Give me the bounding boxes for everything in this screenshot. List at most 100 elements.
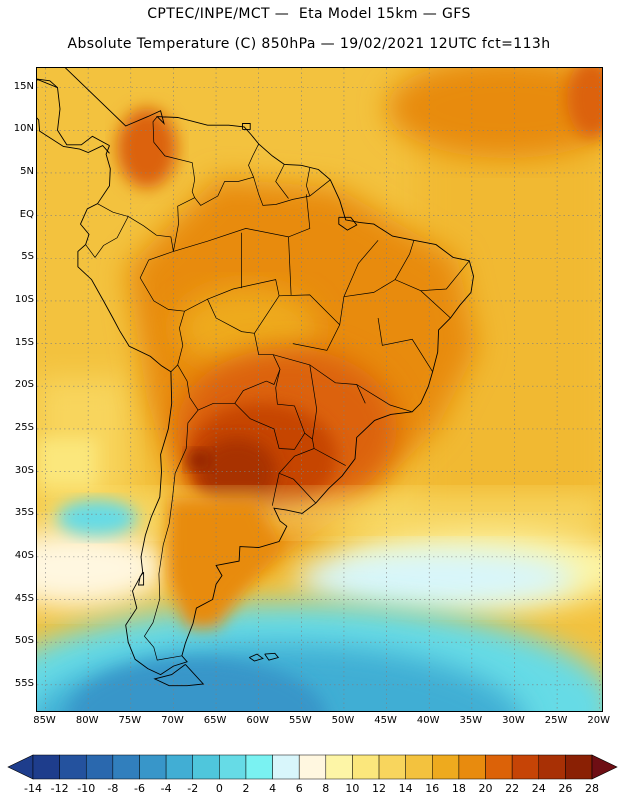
country-state-border	[356, 384, 413, 413]
lat-tick-label: 45S	[14, 592, 34, 604]
colorbar-swatch	[458, 754, 486, 780]
coastlines	[37, 68, 474, 687]
colorbar-swatch	[378, 754, 406, 780]
tierra-del-fuego	[153, 664, 205, 687]
country-state-border	[288, 236, 292, 295]
map-title-line1: CPTEC/INPE/MCT — Eta Model 15km — GFS	[147, 6, 471, 22]
country-state-border	[271, 473, 280, 506]
country-state-border	[143, 364, 199, 661]
south-america-coast	[37, 68, 474, 676]
colorbar-swatch	[485, 754, 513, 780]
colorbar-arrow-left	[7, 754, 34, 780]
colorbar-label: 18	[451, 782, 466, 795]
colorbar-label: 14	[398, 782, 413, 795]
country-state-border	[97, 203, 174, 252]
colorbar-label: 24	[531, 782, 546, 795]
lat-tick-label: 10N	[13, 123, 34, 135]
colorbar-label: 4	[269, 782, 277, 795]
lat-lon-grid	[37, 68, 602, 711]
country-state-border	[170, 311, 185, 372]
colorbar-swatch	[325, 754, 353, 780]
colorbar-label: 8	[322, 782, 330, 795]
colorbar-label: 12	[372, 782, 387, 795]
lon-tick-label: 65W	[203, 715, 227, 726]
country-state-border	[377, 317, 433, 372]
colorbar-swatch	[538, 754, 566, 780]
marajo	[338, 216, 358, 231]
field-pacific-cold-tongue	[57, 500, 137, 536]
colorbar-swatch	[272, 754, 300, 780]
lon-tick-label: 25W	[544, 715, 568, 726]
colorbar-swatch	[565, 754, 593, 780]
lon-tick-label: 85W	[33, 715, 56, 726]
map-title-line2: Absolute Temperature (C) 850hPa — 19/02/…	[67, 36, 551, 52]
country-state-border	[420, 260, 470, 292]
lat-tick-label: 30S	[14, 464, 34, 476]
colorbar-swatch	[219, 754, 247, 780]
colorbar-swatch	[298, 754, 327, 780]
colorbar-label: 22	[505, 782, 520, 795]
temperature-field	[37, 68, 602, 711]
colorbar-label: 2	[242, 782, 250, 795]
colorbar-label: -6	[133, 782, 145, 795]
central-america-north	[37, 78, 58, 88]
country-state-border	[273, 354, 366, 404]
malvinas-west	[249, 653, 264, 662]
lon-tick-label: 70W	[161, 715, 184, 726]
field-pacific-cooler	[37, 438, 97, 488]
colorbar-swatch	[352, 754, 380, 780]
colorbar-label: 10	[345, 782, 360, 795]
country-state-border	[207, 279, 280, 300]
country-state-border	[234, 403, 305, 450]
country-state-border	[275, 164, 289, 199]
colorbar-arrow-right	[591, 754, 618, 780]
colorbar-swatch	[511, 754, 540, 780]
lon-tick-label: 35W	[459, 715, 483, 726]
country-state-border	[309, 364, 318, 440]
lon-tick-label: 55W	[289, 715, 312, 726]
colorbar-swatch	[32, 754, 60, 780]
colorbar-label: 6	[295, 782, 303, 795]
colorbar-swatch	[85, 754, 114, 780]
field-se-cool	[297, 548, 577, 608]
colorbar-label: -10	[77, 782, 96, 795]
lon-tick-label: 60W	[246, 715, 269, 726]
field-patagonia-warm	[167, 498, 282, 628]
field-core-hotter	[197, 438, 277, 508]
colorbar-swatch	[432, 754, 460, 780]
field-andes-north	[117, 108, 177, 188]
lat-tick-label: 35S	[14, 507, 34, 519]
colorbar-label: -12	[50, 782, 69, 795]
pacific-central-america	[37, 117, 110, 154]
lat-tick-label: 50S	[14, 635, 34, 647]
colorbar-label: -4	[160, 782, 172, 795]
country-state-border	[197, 369, 281, 411]
colorbar-label: 0	[215, 782, 223, 795]
field-amazon	[177, 288, 317, 368]
colorbar-label: 26	[558, 782, 573, 795]
field-ne-hot	[567, 68, 602, 138]
colorbar-swatch	[112, 754, 140, 780]
lat-tick-label: 5S	[21, 251, 34, 263]
field-north-warm	[387, 68, 602, 158]
colorbar-swatch	[139, 754, 167, 780]
colorbar-label: 20	[478, 782, 493, 795]
colorbar-swatch	[192, 754, 220, 780]
trinidad	[242, 123, 251, 130]
country-state-border	[254, 294, 340, 334]
country-state-border	[292, 240, 379, 351]
temperature-map-frame	[36, 67, 603, 712]
colorbar-swatch	[245, 754, 273, 780]
lon-tick-label: 45W	[374, 715, 397, 726]
chiloe	[137, 571, 145, 586]
lon-tick-label: 50W	[331, 715, 355, 726]
lat-tick-label: 40S	[14, 549, 34, 561]
country-state-border	[85, 216, 129, 258]
lon-tick-label: 40W	[416, 715, 440, 726]
lat-tick-label: 25S	[14, 421, 34, 433]
colorbar	[7, 754, 618, 780]
country-state-border	[306, 167, 311, 197]
colorbar-label: 28	[585, 782, 599, 795]
lat-tick-label: 15S	[14, 336, 34, 348]
field-core-max	[187, 450, 211, 470]
